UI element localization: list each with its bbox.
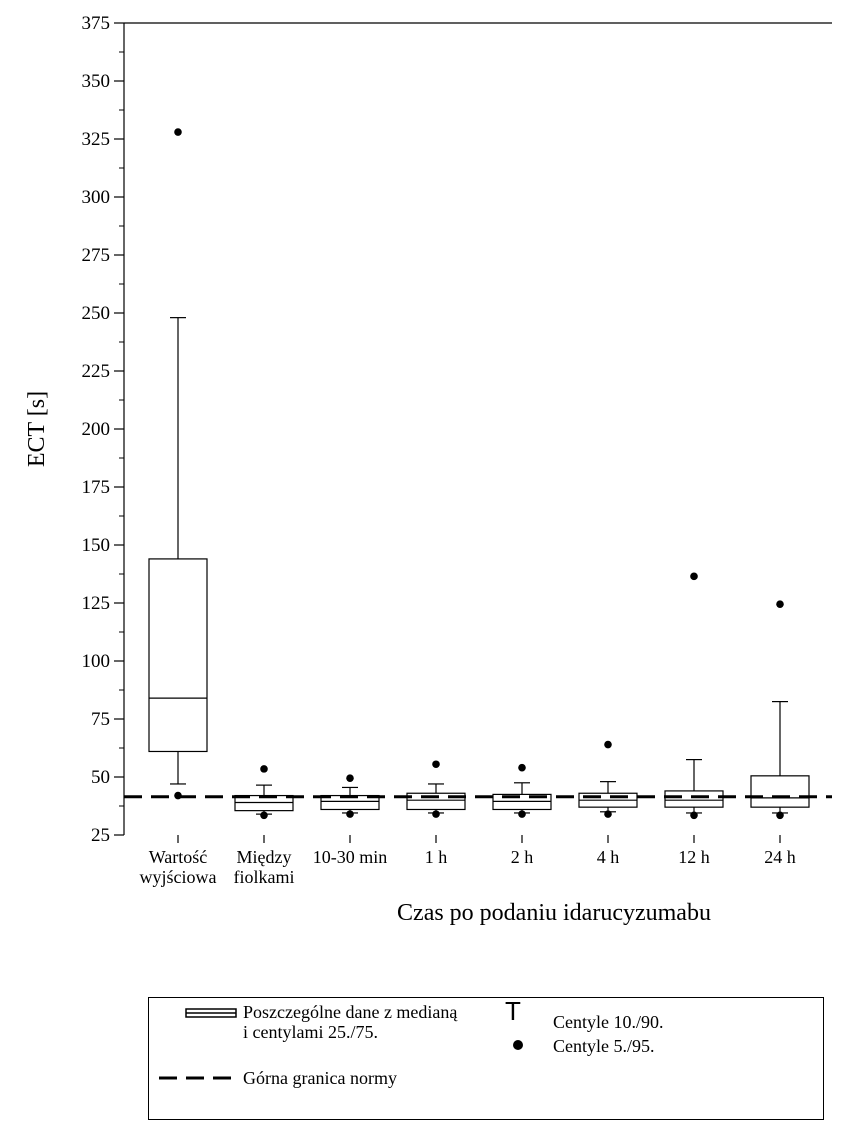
p95-dot xyxy=(518,763,526,772)
box xyxy=(664,790,724,808)
x-tick-label: 1 h xyxy=(425,847,448,867)
x-axis-label: Czas po podaniu idarucyzumabu xyxy=(397,900,711,926)
y-tick-label: 250 xyxy=(82,303,111,324)
y-tick-label: 125 xyxy=(82,593,111,614)
y-tick-label: 200 xyxy=(82,419,111,440)
x-tick-label: wyjściowa xyxy=(140,867,217,887)
x-tick-label: Wartość xyxy=(149,847,208,867)
x-tick-label: 4 h xyxy=(597,847,620,867)
x-tick-label: 24 h xyxy=(764,847,796,867)
y-tick-label: 75 xyxy=(91,709,110,730)
p95-dot xyxy=(260,765,268,773)
p95-dot xyxy=(690,572,698,581)
y-tick-label: 300 xyxy=(82,187,111,208)
x-tick-label: 12 h xyxy=(678,847,710,867)
legend-box-label-2: i centylami 25./75. xyxy=(243,1022,378,1042)
y-tick-label: 325 xyxy=(82,129,111,150)
box xyxy=(320,794,380,811)
y-tick-label: 275 xyxy=(82,245,111,266)
y-tick-label: 375 xyxy=(82,13,111,34)
y-tick-label: 175 xyxy=(82,477,111,498)
legend-dashed-label: Górna granica normy xyxy=(243,1068,397,1088)
legend-whisker-label: Centyle 10./90. xyxy=(553,1012,664,1032)
box xyxy=(750,775,810,808)
p95-dot xyxy=(432,760,440,769)
p5-dot xyxy=(776,811,784,820)
p5-dot xyxy=(518,810,526,818)
p5-dot xyxy=(432,810,440,818)
y-tick-label: 225 xyxy=(82,361,111,382)
legend-dashed-symbol xyxy=(159,1076,239,1080)
legend-whisker-symbol: T xyxy=(505,996,521,1026)
legend-dot-label: Centyle 5./95. xyxy=(553,1036,655,1056)
p95-dot xyxy=(604,740,612,749)
box xyxy=(148,558,208,753)
box-plot-chart: 25 50 75 100 125 150 175 200 225 250 275 300 325 350 3… xyxy=(24,13,832,926)
legend-box-label-1: Poszczególne dane z medianą xyxy=(243,1002,458,1022)
box xyxy=(406,792,466,811)
y-tick-label: 350 xyxy=(82,71,111,92)
p5-dot xyxy=(604,810,612,818)
y-tick-label: 25 xyxy=(91,825,110,846)
y-tick-label: 100 xyxy=(82,651,111,672)
y-tick-label: 50 xyxy=(91,767,110,788)
x-tick-label: Między xyxy=(237,847,292,867)
p5-dot xyxy=(260,811,268,820)
p5-dot xyxy=(346,810,354,818)
legend: Poszczególne dane z medianą i centylami … xyxy=(148,996,824,1120)
p5-dot xyxy=(690,811,698,820)
p95-dot xyxy=(776,600,784,608)
p95-dot xyxy=(346,774,354,782)
legend-box-symbol xyxy=(185,1008,237,1018)
legend-dot-symbol xyxy=(513,1040,523,1050)
y-axis-label: ECT [s] xyxy=(24,391,50,467)
x-tick-label: fiolkami xyxy=(234,867,295,887)
x-tick-label: 2 h xyxy=(511,847,534,867)
y-tick-label: 150 xyxy=(82,535,111,556)
x-tick-label: 10-30 min xyxy=(313,847,388,867)
p5-dot xyxy=(174,791,182,800)
p95-dot xyxy=(174,128,182,136)
